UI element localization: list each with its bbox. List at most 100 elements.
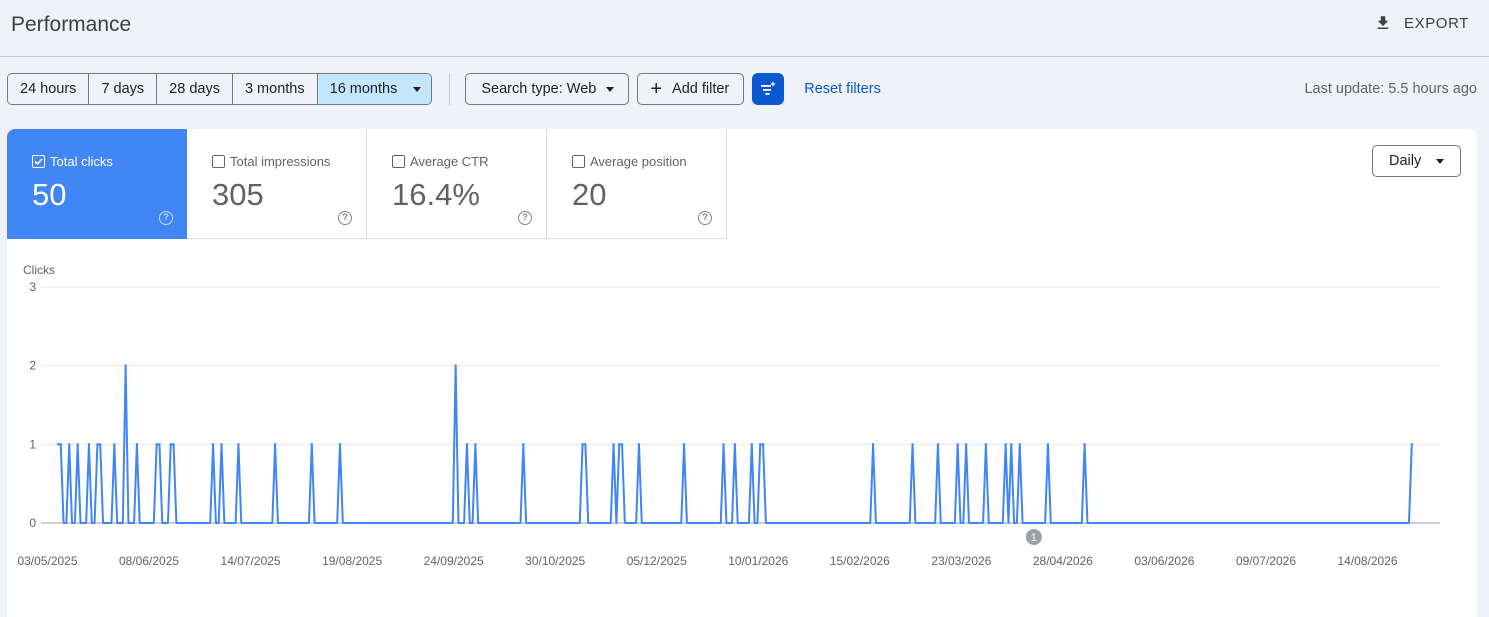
metric-tile-average-ctr[interactable]: Average CTR 16.4% ? <box>367 129 547 239</box>
metric-value: 20 <box>572 177 607 212</box>
data-point <box>135 443 139 446</box>
data-point <box>1410 443 1413 446</box>
data-point <box>911 443 914 446</box>
clicks-line-chart[interactable]: Clicks 0 1 2 3 03/05/2025 08/06/2025 14/07/2025… <box>7 129 1477 617</box>
y-tick-label: 0 <box>29 516 36 530</box>
metric-tile-total-clicks[interactable]: Total clicks 50 ? <box>7 129 187 239</box>
divider <box>449 73 451 105</box>
help-icon[interactable]: ? <box>338 211 352 225</box>
x-tick-label: 03/06/2026 <box>1134 554 1194 568</box>
data-point <box>620 443 624 446</box>
checkbox-icon[interactable] <box>212 155 225 168</box>
add-filter-button[interactable]: + Add filter <box>637 73 745 105</box>
chevron-down-icon <box>413 86 422 92</box>
x-tick-label: 19/08/2025 <box>322 554 382 568</box>
x-tick-label: 15/02/2026 <box>830 554 890 568</box>
data-point <box>76 443 79 446</box>
data-point <box>759 443 762 446</box>
data-point <box>1083 443 1086 446</box>
data-point <box>474 443 477 446</box>
chevron-down-icon <box>1436 158 1445 164</box>
x-tick-label: 24/09/2025 <box>424 554 484 568</box>
search-type-dropdown[interactable]: Search type: Web <box>465 73 630 105</box>
data-point <box>956 443 959 446</box>
data-point <box>722 443 725 446</box>
granularity-label: Daily <box>1389 153 1422 169</box>
data-point <box>612 443 615 446</box>
metric-label: Average position <box>590 154 687 169</box>
metric-value: 50 <box>32 177 67 212</box>
x-tick-label: 14/07/2025 <box>221 554 281 568</box>
data-point <box>1010 443 1013 446</box>
data-point <box>1004 443 1007 446</box>
help-icon[interactable]: ? <box>698 211 712 225</box>
x-tick-label: 28/04/2026 <box>1033 554 1093 568</box>
range-16-months[interactable]: 16 months <box>317 74 432 104</box>
data-point <box>113 443 116 446</box>
last-update-text: Last update: 5.5 hours ago <box>1304 81 1477 97</box>
data-point <box>581 443 584 446</box>
data-point <box>964 443 968 446</box>
ai-filter-button[interactable] <box>752 73 785 105</box>
download-icon <box>1377 16 1389 29</box>
metric-value: 305 <box>212 177 264 212</box>
x-tick-label: 09/07/2026 <box>1236 554 1296 568</box>
metric-label: Total impressions <box>230 154 331 169</box>
range-7-days[interactable]: 7 days <box>89 74 158 104</box>
x-tick-label: 14/08/2026 <box>1337 554 1397 568</box>
data-point <box>522 443 525 446</box>
data-point <box>99 443 102 446</box>
data-point <box>211 443 215 446</box>
export-label: EXPORT <box>1403 14 1469 32</box>
x-tick-label: 05/12/2025 <box>627 554 687 568</box>
x-tick-label: 10/01/2026 <box>728 554 788 568</box>
data-point <box>237 443 240 446</box>
data-point <box>338 443 342 446</box>
data-point <box>761 443 765 446</box>
data-point <box>618 443 621 446</box>
data-point <box>984 443 988 446</box>
checkbox-checked-icon[interactable] <box>32 155 45 168</box>
help-icon[interactable]: ? <box>518 211 532 225</box>
range-24-hours[interactable]: 24 hours <box>8 74 90 104</box>
x-tick-label: 08/06/2025 <box>119 554 179 568</box>
chevron-down-icon <box>606 86 615 92</box>
data-point <box>169 443 172 446</box>
performance-card: Total clicks 50 ? Total impressions 305 … <box>7 129 1477 617</box>
checkbox-icon[interactable] <box>572 155 585 168</box>
data-point <box>682 443 686 446</box>
metric-label: Total clicks <box>50 154 113 169</box>
y-axis-label: Clicks <box>23 263 55 277</box>
y-tick-label: 2 <box>29 359 36 373</box>
export-button[interactable]: EXPORT <box>1374 14 1469 32</box>
data-point <box>637 443 641 446</box>
data-point <box>1018 443 1021 446</box>
annotation-marker <box>1025 529 1042 545</box>
data-point <box>465 443 469 446</box>
y-tick-label: 1 <box>29 437 36 451</box>
data-point <box>936 443 940 446</box>
data-point <box>59 443 62 446</box>
data-point <box>172 443 175 446</box>
data-point <box>220 443 223 446</box>
metric-tile-average-position[interactable]: Average position 20 ? <box>547 129 727 239</box>
metric-value: 16.4% <box>392 177 480 212</box>
granularity-dropdown[interactable]: Daily <box>1372 145 1461 177</box>
reset-filters-link[interactable]: Reset filters <box>804 81 881 97</box>
search-type-label: Search type: Web <box>481 81 597 97</box>
data-point <box>56 443 60 446</box>
annotation-label: 1 <box>1031 532 1037 544</box>
data-point <box>87 443 91 446</box>
header-bar: Performance EXPORT <box>0 0 1489 57</box>
range-16-months-label: 16 months <box>329 81 398 97</box>
range-3-months[interactable]: 3 months <box>232 74 318 104</box>
range-28-days[interactable]: 28 days <box>157 74 233 104</box>
data-point <box>1046 443 1050 446</box>
help-icon[interactable]: ? <box>159 211 173 225</box>
data-point <box>750 443 753 446</box>
metric-tile-total-impressions[interactable]: Total impressions 305 ? <box>187 129 367 239</box>
data-point <box>124 364 127 367</box>
checkbox-icon[interactable] <box>392 155 405 168</box>
date-range-selector: 24 hours 7 days 28 days 3 months 16 mont… <box>7 73 433 105</box>
data-point <box>155 443 158 446</box>
